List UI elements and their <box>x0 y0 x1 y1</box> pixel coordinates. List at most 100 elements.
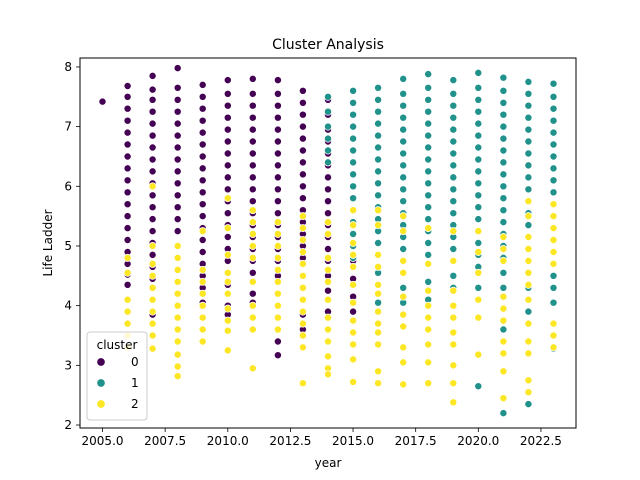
data-point-cluster-2 <box>198 301 207 310</box>
data-point-cluster-1 <box>449 197 458 206</box>
data-point-cluster-2 <box>273 289 282 298</box>
data-point-cluster-0 <box>173 167 182 176</box>
data-point-cluster-1 <box>449 245 458 253</box>
data-point-cluster-2 <box>524 280 533 289</box>
data-point-cluster-2 <box>524 233 533 241</box>
data-point-cluster-2 <box>524 295 533 304</box>
data-point-cluster-2 <box>549 224 558 233</box>
data-point-cluster-0 <box>324 185 332 194</box>
data-point-cluster-0 <box>273 149 282 158</box>
data-point-cluster-1 <box>374 119 383 128</box>
data-point-cluster-1 <box>524 307 533 316</box>
data-point-cluster-2 <box>298 343 307 352</box>
data-point-cluster-2 <box>524 388 533 397</box>
data-point-cluster-1 <box>549 283 558 292</box>
data-point-cluster-2 <box>349 239 358 247</box>
data-point-cluster-2 <box>198 337 207 346</box>
data-point-cluster-0 <box>173 227 182 236</box>
legend-label-cluster-1: 1 <box>131 376 139 390</box>
x-tick-label: 2010.0 <box>207 434 249 448</box>
data-point-cluster-0 <box>98 97 107 106</box>
data-point-cluster-1 <box>549 164 558 173</box>
axes-frame <box>79 57 577 429</box>
data-point-cluster-2 <box>399 268 408 277</box>
data-point-cluster-0 <box>324 245 332 253</box>
data-point-cluster-1 <box>349 122 358 131</box>
data-point-cluster-2 <box>223 346 232 355</box>
data-point-cluster-2 <box>298 295 307 304</box>
data-point-cluster-0 <box>273 76 282 85</box>
data-point-cluster-1 <box>349 98 358 107</box>
data-point-cluster-2 <box>374 206 383 215</box>
data-point-cluster-2 <box>223 289 232 298</box>
data-point-cluster-2 <box>374 367 383 376</box>
data-point-cluster-2 <box>324 253 332 262</box>
data-point-cluster-0 <box>198 140 207 149</box>
data-point-cluster-2 <box>449 227 458 236</box>
data-point-cluster-2 <box>449 328 458 337</box>
data-point-cluster-0 <box>173 83 182 92</box>
data-point-cluster-0 <box>248 89 257 98</box>
data-point-cluster-0 <box>298 182 307 191</box>
data-point-cluster-2 <box>248 253 257 262</box>
legend-marker-cluster-1 <box>96 378 106 388</box>
data-point-cluster-0 <box>198 92 207 101</box>
data-point-cluster-1 <box>549 298 558 307</box>
data-point-cluster-2 <box>298 283 307 292</box>
data-point-cluster-2 <box>298 379 307 388</box>
data-point-cluster-2 <box>474 268 483 277</box>
x-axis-ticks: 2005.0 2007.5 2010.0 2012.5 2015.0 2017.5 2020… <box>82 428 562 448</box>
data-point-cluster-1 <box>449 173 458 182</box>
data-point-cluster-2 <box>148 271 157 280</box>
data-point-cluster-0 <box>324 197 332 206</box>
data-point-cluster-0 <box>173 64 182 73</box>
data-point-cluster-1 <box>374 179 383 188</box>
x-tick-label: 2015.0 <box>332 434 374 448</box>
data-point-cluster-1 <box>399 137 408 146</box>
data-point-cluster-1 <box>499 98 508 107</box>
data-point-cluster-2 <box>349 250 358 259</box>
data-point-cluster-1 <box>424 83 433 92</box>
data-point-cluster-2 <box>524 349 533 358</box>
data-point-cluster-1 <box>499 218 508 227</box>
data-point-cluster-2 <box>223 268 232 277</box>
data-point-cluster-2 <box>198 265 207 274</box>
data-point-cluster-1 <box>499 158 508 167</box>
data-point-cluster-2 <box>148 259 157 268</box>
data-point-cluster-1 <box>374 167 383 176</box>
y-tick-label: 3 <box>64 358 72 372</box>
data-point-cluster-1 <box>474 155 483 164</box>
data-point-cluster-2 <box>449 340 458 349</box>
data-point-cluster-2 <box>449 256 458 265</box>
data-point-cluster-0 <box>173 131 182 140</box>
data-point-cluster-0 <box>173 179 182 188</box>
data-point-cluster-2 <box>324 277 332 286</box>
data-point-cluster-2 <box>148 242 157 250</box>
data-point-cluster-2 <box>349 206 358 215</box>
data-point-cluster-1 <box>474 215 483 224</box>
data-point-cluster-1 <box>374 143 383 152</box>
data-point-cluster-0 <box>273 101 282 110</box>
data-point-cluster-0 <box>273 197 282 206</box>
data-point-cluster-2 <box>424 259 433 268</box>
data-point-cluster-0 <box>198 152 207 161</box>
data-point-cluster-0 <box>123 236 132 244</box>
data-point-cluster-1 <box>399 89 408 98</box>
x-axis-label: year <box>315 456 342 470</box>
data-point-cluster-0 <box>298 134 307 143</box>
data-point-cluster-0 <box>148 71 157 80</box>
data-point-cluster-1 <box>399 125 408 134</box>
data-point-cluster-2 <box>499 367 508 376</box>
data-point-cluster-2 <box>298 212 307 221</box>
data-point-cluster-2 <box>248 277 257 286</box>
data-point-cluster-1 <box>499 122 508 131</box>
data-point-cluster-1 <box>474 143 483 152</box>
y-tick-label: 8 <box>64 60 72 74</box>
data-point-cluster-1 <box>549 140 558 149</box>
data-point-cluster-2 <box>148 344 157 353</box>
data-point-cluster-1 <box>474 83 483 92</box>
data-point-cluster-0 <box>173 215 182 224</box>
data-point-cluster-1 <box>424 250 433 259</box>
data-point-cluster-1 <box>349 146 358 155</box>
data-point-cluster-1 <box>374 131 383 140</box>
